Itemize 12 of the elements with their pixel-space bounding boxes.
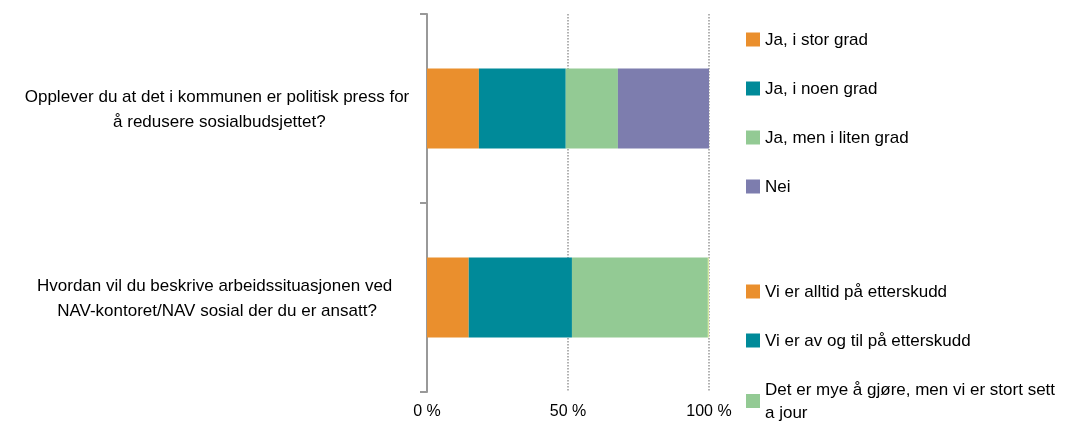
legend-label: Det er mye å gjøre, men vi er stort sett a jour [765, 380, 1060, 422]
y-tick-label: Opplever du at det i kommunen er politisk press for å redusere sosialbudsjettet? [24, 86, 410, 131]
legend-label: Vi er av og til på etterskudd [765, 331, 971, 350]
legend-label: Nei [765, 177, 791, 196]
x-tick-label: 100 % [686, 401, 732, 419]
legend-label: Ja, men i liten grad [765, 128, 909, 147]
legend-label: Ja, i noen grad [765, 79, 878, 98]
x-tick-label: 50 % [549, 401, 587, 419]
y-tick-label: Hvordan vil du beskrive arbeidssituasjonen ved NAV-kontoret/NAV sosial der du er ansatt? [36, 275, 398, 320]
legend-label: Ja, i stor grad [765, 30, 868, 49]
legend-label: Vi er alltid på etterskudd [765, 282, 948, 301]
x-tick-label: 0 % [413, 401, 441, 419]
